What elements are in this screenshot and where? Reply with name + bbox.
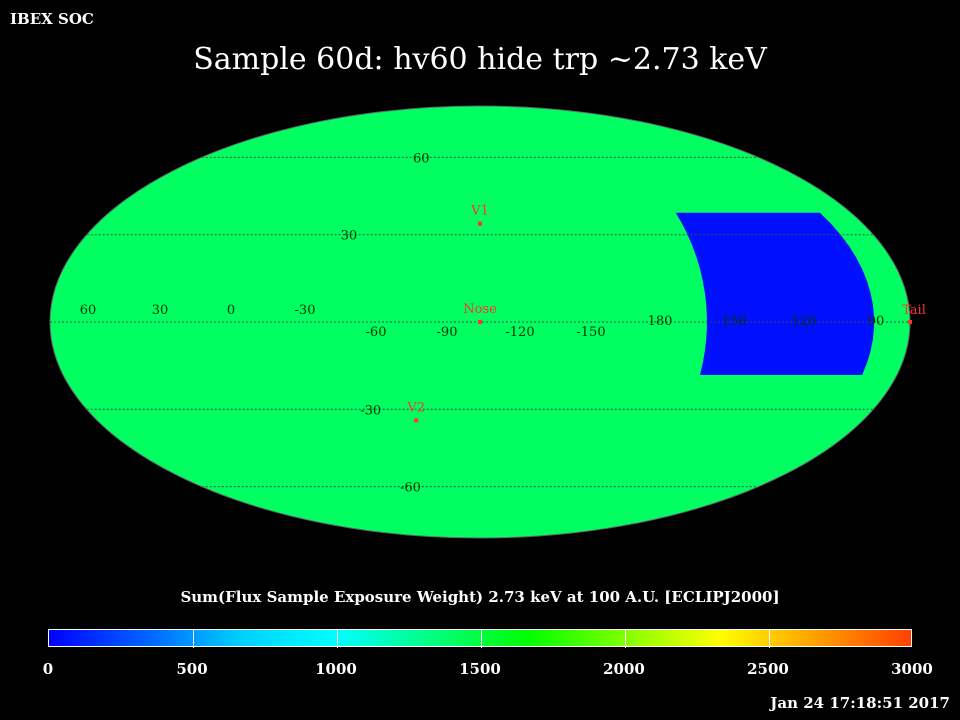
lon-label: 150: [722, 314, 747, 329]
lon-label: 120: [792, 314, 817, 329]
marker-label: Nose: [463, 302, 497, 317]
marker-dot: [908, 320, 912, 324]
sky-map: 90 60 30 -30 -60 -90 60 30 0 -30 -60 -90 -120 -150 18…: [0, 0, 926, 539]
soc-label: IBEX SOC: [10, 10, 94, 28]
marker-dot: [478, 221, 482, 226]
colorbar-tick: 1500: [459, 660, 501, 678]
marker-label: V2: [406, 400, 425, 415]
marker-dot: [414, 418, 419, 423]
timestamp: Jan 24 17:18:51 2017: [770, 694, 950, 712]
lat-label: -60: [400, 481, 421, 496]
lon-label: 30: [152, 303, 169, 318]
lon-label: -30: [295, 303, 316, 318]
colorbar-title: Sum(Flux Sample Exposure Weight) 2.73 ke…: [180, 588, 780, 606]
lon-label: -60: [366, 325, 387, 340]
lon-label: -120: [505, 325, 534, 340]
colorbar-divider: [769, 630, 770, 648]
marker-label: Tail: [902, 303, 926, 318]
flux-bands: [50, 106, 910, 538]
colorbar-tick-labels: 0 500 1000 1500 2000 2500 3000: [43, 660, 933, 680]
colorbar-tick: 2500: [747, 660, 789, 678]
lat-label: 30: [341, 229, 358, 244]
lon-label: -90: [437, 325, 458, 340]
lon-label: 180: [648, 314, 673, 329]
lat-label: -90: [0, 0, 10, 4]
colorbar-tick: 0: [42, 660, 54, 678]
markers: V1 Nose V2 Tail: [406, 204, 926, 423]
lat-label: 60: [413, 151, 430, 166]
colorbar-tick: 1000: [315, 660, 357, 678]
colorbar-divider: [625, 630, 626, 648]
flux-patch: [675, 212, 875, 375]
longitude-labels: 60 30 0 -30 -60 -90 -120 -150 180 150 120 90: [80, 303, 885, 340]
colorbar: [48, 629, 912, 648]
colorbar-divider: [337, 630, 338, 648]
latitude-labels: 90 60 30 -30 -60 -90: [0, 0, 430, 496]
lon-label: 0: [227, 303, 235, 318]
mollweide-map-svg: 90 60 30 -30 -60 -90 60 30 0 -30 -60 -90 -120 -150 18…: [0, 0, 926, 539]
colorbar-tick: 3000: [891, 660, 933, 678]
colorbar-divider: [481, 630, 482, 648]
page-title: Sample 60d: hv60 hide trp ~2.73 keV: [193, 42, 767, 77]
lon-label: 90: [868, 314, 885, 329]
colorbar-divider: [193, 630, 194, 648]
colorbar-tick: 500: [176, 660, 208, 678]
lat-label: -30: [360, 403, 381, 418]
lat-label: 90: [0, 0, 8, 4]
marker-label: V1: [470, 204, 489, 219]
lon-label: 60: [80, 303, 97, 318]
colorbar-tick: 2000: [603, 660, 645, 678]
lon-label: -150: [576, 325, 605, 340]
marker-dot: [478, 320, 482, 324]
